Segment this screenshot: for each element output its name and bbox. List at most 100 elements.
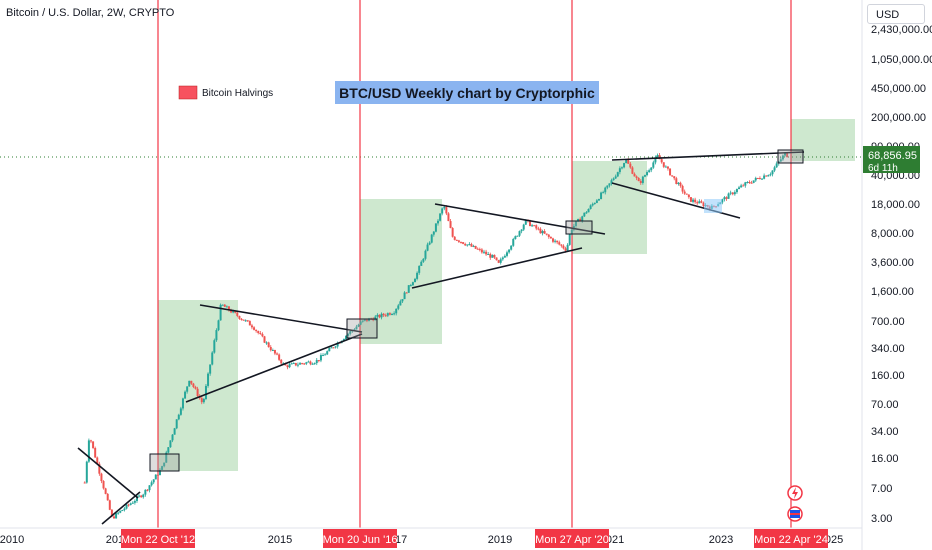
candle-body <box>439 213 442 221</box>
legend-swatch <box>178 85 198 100</box>
candle-body <box>758 178 761 180</box>
candle-body <box>449 221 452 229</box>
trendline <box>434 203 606 235</box>
candle-body <box>430 234 433 243</box>
candle-body <box>516 235 519 237</box>
candle-body <box>493 254 496 258</box>
candle-body <box>363 319 366 321</box>
candle-body <box>447 213 450 222</box>
candle-body <box>117 512 120 514</box>
halving-lines <box>157 0 792 528</box>
candle-body <box>426 244 429 251</box>
candle-body <box>505 252 508 256</box>
candle-body <box>738 187 741 190</box>
candle-body <box>96 457 99 464</box>
candle-body <box>698 201 701 204</box>
y-tick-label: 340.00 <box>871 343 905 355</box>
candle-body <box>681 185 684 192</box>
candle-body <box>278 354 281 360</box>
candle-body <box>721 199 724 203</box>
candle-body <box>685 193 688 195</box>
cycle-zone <box>572 161 647 254</box>
candle-body <box>184 391 187 399</box>
candle-body <box>305 362 308 364</box>
candle-body <box>767 175 770 177</box>
y-tick-label: 70.00 <box>871 399 899 411</box>
event-markers[interactable] <box>787 485 803 522</box>
candle-body <box>190 380 193 384</box>
candle-body <box>349 331 352 334</box>
candle-body <box>666 166 669 169</box>
currency-button[interactable]: USD <box>867 4 925 24</box>
candle-body <box>248 321 251 326</box>
candle-body <box>102 481 105 489</box>
candle-body <box>255 329 258 332</box>
candle-body <box>784 153 787 156</box>
candle-body <box>441 208 444 214</box>
candle-body <box>604 187 607 193</box>
highlight-box <box>704 199 722 213</box>
candle-body <box>146 489 149 491</box>
candle-body <box>196 388 199 397</box>
halving-label: Mon 22 Oct '12 <box>121 534 195 546</box>
candle-body <box>221 304 224 306</box>
candle-body <box>763 175 766 179</box>
candle-body <box>405 292 408 294</box>
candle-body <box>194 386 197 389</box>
price-axis[interactable]: 2,430,000.00 1,050,000.00 450,000.00 200,00… <box>861 0 932 550</box>
candle-body <box>570 229 573 235</box>
candle-body <box>418 265 421 273</box>
candle-body <box>313 363 316 365</box>
y-tick-label: 1,050,000.00 <box>871 54 932 66</box>
candle-body <box>612 178 615 181</box>
candle-body <box>276 353 279 355</box>
candle-body <box>512 239 515 246</box>
candle-body <box>618 168 621 173</box>
candle-body <box>92 441 95 449</box>
candle-body <box>372 318 375 321</box>
trendline <box>611 151 805 161</box>
candle-body <box>432 231 435 235</box>
candle-body <box>568 234 571 245</box>
candle-body <box>453 236 456 240</box>
candle-body <box>652 162 655 168</box>
candle-body <box>411 282 414 286</box>
candle-body <box>750 182 753 184</box>
candle-body <box>779 159 782 162</box>
candle-body <box>786 153 789 158</box>
candle-body <box>144 489 147 495</box>
candle-body <box>87 440 90 462</box>
candle-body <box>123 508 126 511</box>
x-tick-label: 2023 <box>709 534 733 546</box>
candle-body <box>491 254 494 258</box>
candle-body <box>100 473 103 482</box>
candle-body <box>271 350 274 352</box>
candle-body <box>311 363 314 365</box>
candle-body <box>608 183 611 186</box>
candle-body <box>560 244 563 246</box>
candle-body <box>112 516 115 519</box>
candle-body <box>207 373 210 386</box>
candle-body <box>106 493 109 501</box>
candle-body <box>606 185 609 188</box>
candle-body <box>455 239 458 241</box>
candle-body <box>733 192 736 195</box>
candle-body <box>85 461 88 483</box>
candle-body <box>457 240 460 242</box>
candle-body <box>595 200 598 203</box>
candle-body <box>631 167 634 174</box>
candle-body <box>265 342 268 344</box>
candle-body <box>232 310 235 313</box>
candle-body <box>499 259 502 263</box>
candle-body <box>315 360 318 364</box>
candle-body <box>468 244 471 246</box>
candle-body <box>510 245 513 250</box>
halving-label-bg <box>121 529 195 548</box>
candle-body <box>554 240 557 242</box>
candle-body <box>250 325 253 328</box>
candle-body <box>725 197 728 199</box>
y-tick-label: 3,600.00 <box>871 257 914 269</box>
candle-body <box>654 157 657 163</box>
candle-body <box>495 257 498 261</box>
